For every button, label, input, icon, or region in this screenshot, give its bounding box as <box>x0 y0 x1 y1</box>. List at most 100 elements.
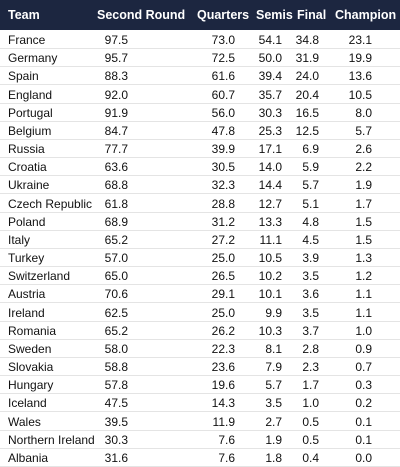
percent-cell: 5.7 <box>302 178 319 193</box>
percent-cell: 13.6 <box>348 69 372 84</box>
percent-cell: 62.5 <box>104 305 128 320</box>
percent-cell: 31.2 <box>211 214 235 229</box>
percent-cell: 4.5 <box>302 232 319 247</box>
percent-cell: 92.0 <box>104 87 128 102</box>
percent-cell: 12.5 <box>295 123 319 138</box>
table-row: Turkey 57.0 25.0 10.5 3.9 1.3 <box>0 249 400 268</box>
table-row: Hungary 57.8 19.6 5.7 1.7 0.3 <box>0 376 400 395</box>
table-row: Sweden 58.0 22.3 8.1 2.8 0.9 <box>0 340 400 358</box>
team-name: Romania <box>8 323 57 338</box>
percent-cell: 84.7 <box>104 123 128 138</box>
percent-cell: 1.5 <box>355 214 372 229</box>
percent-cell: 27.2 <box>211 232 235 247</box>
table-row: Iceland 47.5 14.3 3.5 1.0 0.2 <box>0 394 400 413</box>
percent-cell: 7.6 <box>218 450 235 465</box>
percent-cell: 7.6 <box>218 432 235 447</box>
percent-cell: 4.8 <box>302 214 319 229</box>
percent-cell: 58.0 <box>104 341 128 356</box>
percent-cell: 5.7 <box>265 378 282 393</box>
percent-cell: 70.6 <box>104 287 128 302</box>
percent-cell: 28.8 <box>211 196 235 211</box>
team-name: Croatia <box>8 160 47 175</box>
table-row: Austria 70.6 29.1 10.1 3.6 1.1 <box>0 285 400 304</box>
table-row: Northern Ireland 30.3 7.6 1.9 0.5 0.1 <box>0 431 400 449</box>
percent-cell: 1.9 <box>265 432 282 447</box>
percent-cell: 34.8 <box>295 33 319 47</box>
percent-cell: 39.5 <box>104 414 128 429</box>
percent-cell: 26.5 <box>211 269 235 284</box>
percent-cell: 72.5 <box>211 51 235 66</box>
team-name: Wales <box>8 414 41 429</box>
percent-cell: 0.2 <box>355 396 372 411</box>
percent-cell: 65.0 <box>104 269 128 284</box>
percent-cell: 25.0 <box>211 251 235 265</box>
table-row: Wales 39.5 11.9 2.7 0.5 0.1 <box>0 413 400 431</box>
percent-cell: 65.2 <box>104 323 128 338</box>
percent-cell: 0.5 <box>302 414 319 429</box>
table-row: Russia 77.7 39.9 17.1 6.9 2.6 <box>0 140 400 159</box>
percent-cell: 20.4 <box>295 87 319 102</box>
percent-cell: 5.7 <box>355 123 372 138</box>
percent-cell: 58.8 <box>104 360 128 374</box>
percent-cell: 9.9 <box>265 305 282 320</box>
percent-cell: 5.9 <box>302 160 319 175</box>
percent-cell: 97.5 <box>104 33 128 47</box>
percent-cell: 0.1 <box>355 432 372 447</box>
percent-cell: 30.5 <box>211 160 235 175</box>
percent-cell: 57.8 <box>104 378 128 393</box>
percent-cell: 0.0 <box>355 450 372 465</box>
percent-cell: 2.8 <box>302 341 319 356</box>
percent-cell: 13.3 <box>258 214 282 229</box>
team-name: France <box>8 33 46 47</box>
percent-cell: 57.0 <box>104 251 128 265</box>
percent-cell: 1.0 <box>355 323 372 338</box>
table-row: Croatia 63.6 30.5 14.0 5.9 2.2 <box>0 158 400 177</box>
team-name: Italy <box>8 232 31 247</box>
team-name: Turkey <box>8 251 45 265</box>
percent-cell: 12.7 <box>258 196 282 211</box>
percent-cell: 1.8 <box>265 450 282 465</box>
percent-cell: 31.9 <box>295 51 319 66</box>
team-name: Czech Republic <box>8 196 93 211</box>
percent-cell: 32.3 <box>211 178 235 193</box>
percent-cell: 3.5 <box>265 396 282 411</box>
percent-cell: 11.1 <box>259 232 282 247</box>
percent-cell: 3.5 <box>302 269 319 284</box>
percent-cell: 10.3 <box>258 323 282 338</box>
percent-cell: 0.3 <box>355 378 372 393</box>
percent-cell: 47.8 <box>211 123 235 138</box>
percent-cell: 2.2 <box>355 160 372 175</box>
percent-cell: 68.9 <box>104 214 128 229</box>
percent-cell: 2.6 <box>355 142 372 156</box>
team-name: England <box>8 87 53 102</box>
percent-cell: 19.9 <box>348 51 372 66</box>
percent-cell: 1.2 <box>355 269 372 284</box>
percent-cell: 16.5 <box>295 105 319 120</box>
percent-cell: 47.5 <box>104 396 128 411</box>
percent-cell: 14.3 <box>211 396 235 411</box>
percent-cell: 56.0 <box>211 105 235 120</box>
table-row: Albania 31.6 7.6 1.8 0.4 0.0 <box>0 449 400 467</box>
header-cell: Champion <box>335 8 397 22</box>
team-name: Germany <box>8 51 58 66</box>
table-row: England 92.0 60.7 35.7 20.4 10.5 <box>0 86 400 104</box>
percent-cell: 1.5 <box>355 232 372 247</box>
percent-cell: 11.9 <box>212 414 235 429</box>
percent-cell: 60.7 <box>211 87 235 102</box>
team-name: Northern Ireland <box>8 432 95 447</box>
percent-cell: 1.7 <box>355 196 372 211</box>
team-name: Slovakia <box>8 360 54 374</box>
percent-cell: 10.2 <box>258 269 282 284</box>
table-row: Italy 65.2 27.2 11.1 4.5 1.5 <box>0 231 400 249</box>
team-name: Switzerland <box>8 269 71 284</box>
percent-cell: 23.6 <box>211 360 235 374</box>
header-cell: Quarters <box>197 8 250 22</box>
team-name: Albania <box>8 450 49 465</box>
table-row: Spain 88.3 61.6 39.4 24.0 13.6 <box>0 67 400 86</box>
percent-cell: 61.6 <box>211 69 235 84</box>
percent-cell: 7.9 <box>265 360 282 374</box>
team-name: Iceland <box>8 396 47 411</box>
percent-cell: 26.2 <box>211 323 235 338</box>
percent-cell: 0.5 <box>302 432 319 447</box>
